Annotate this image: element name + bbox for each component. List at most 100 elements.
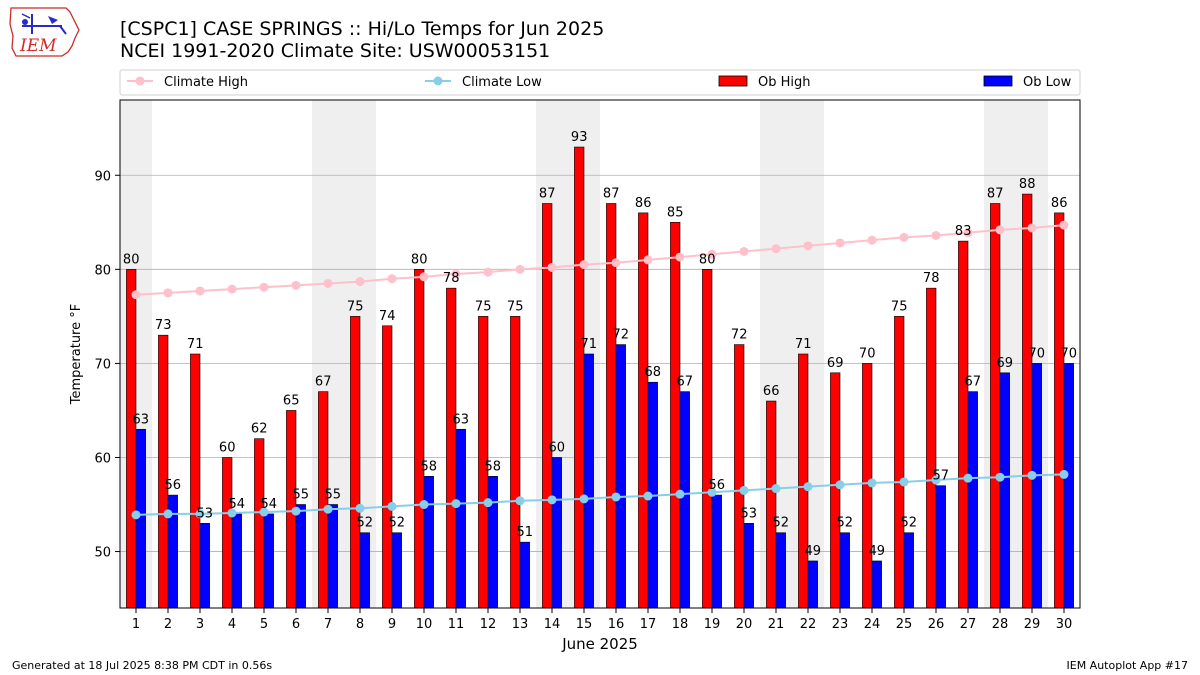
climate-low-point-day-4 [227,508,237,518]
ob-low-bar-day-8 [359,532,370,609]
ob-low-value-label: 53 [197,506,214,521]
x-tick-label: 12 [480,617,497,632]
climate-high-point-day-18 [675,252,685,262]
ob-high-value-label: 75 [475,299,492,314]
ob-low-bar-day-26 [935,485,946,609]
footer-generated: Generated at 18 Jul 2025 8:38 PM CDT in … [12,659,272,672]
ob-high-bar-day-22 [798,353,809,609]
climate-low-point-day-3 [195,509,205,519]
x-tick-label: 30 [1056,617,1073,632]
ob-low-value-label: 56 [165,478,182,493]
legend-frame [119,69,1081,96]
climate-low-line [135,473,1065,516]
ob-high-bar-day-25 [894,316,905,609]
ob-high-bar-day-30 [1054,212,1065,609]
ob-high-value-label: 86 [1051,196,1068,211]
ob-low-bar-day-28 [999,372,1010,609]
x-tick-label: 10 [416,617,433,632]
ob-low-value-label: 52 [901,516,918,531]
ob-low-value-label: 53 [741,506,758,521]
legend-ob-low-label: Ob Low [1023,75,1072,90]
ob-high-value-label: 75 [347,299,364,314]
x-tick-label: 5 [260,617,268,632]
ob-low-bar-day-18 [679,391,690,609]
ob-low-bar-day-6 [295,504,306,609]
ob-high-bar-day-27 [958,240,969,609]
ob-high-value-label: 62 [251,422,268,437]
ob-low-bar-day-12 [487,475,498,609]
x-tick-label: 8 [356,617,364,632]
plot-area [119,99,1081,609]
ob-high-bar-day-5 [254,438,265,609]
climate-high-point-day-2 [163,288,173,298]
ob-low-value-label: 54 [261,497,278,512]
ob-low-value-label: 55 [293,488,310,503]
ob-low-value-label: 49 [869,544,886,559]
legend: Climate High Climate Low Ob High Ob Low [119,69,1081,96]
climate-low-point-day-13 [515,496,525,506]
ob-high-value-label: 70 [859,346,876,361]
ob-high-value-label: 60 [219,440,236,455]
ob-low-value-label: 55 [325,488,342,503]
ob-high-value-label: 93 [571,130,588,145]
x-tick-label: 16 [608,617,625,632]
ob-low-bar-day-29 [1031,363,1042,609]
climate-low-point-day-12 [483,498,493,508]
ob-high-value-label: 86 [635,196,652,211]
climate-low-point-day-30 [1059,469,1069,479]
ob-low-value-label: 67 [677,375,694,390]
ob-low-bar-day-19 [711,494,722,609]
x-tick-label: 28 [992,617,1009,632]
ob-low-value-label: 54 [229,497,246,512]
ob-high-bar-day-4 [222,457,233,609]
climate-low-point-day-21 [771,484,781,494]
ob-high-bar-day-10 [414,269,425,609]
legend-ob-low-swatch [983,75,1013,87]
x-tick-label: 1 [132,617,140,632]
x-tick-label: 9 [388,617,396,632]
x-tick-label: 25 [896,617,913,632]
ob-high-value-label: 87 [603,186,620,201]
climate-low-point-day-2 [163,509,173,519]
ob-high-value-label: 65 [283,393,300,408]
ob-low-value-label: 70 [1029,346,1046,361]
ob-low-bar-day-13 [519,541,530,609]
climate-low-point-day-26 [931,475,941,485]
ob-high-bar-day-2 [158,334,169,609]
ob-low-value-label: 51 [517,525,534,540]
climate-high-point-day-6 [291,280,301,290]
x-tick-label: 21 [768,617,785,632]
ob-low-bar-day-15 [583,353,594,609]
climate-high-point-day-1 [131,290,141,300]
ob-high-value-label: 78 [443,271,460,286]
x-tick-label: 3 [196,617,204,632]
ob-low-value-label: 52 [773,516,790,531]
climate-high-point-day-25 [899,232,909,242]
ob-low-value-label: 63 [133,412,150,427]
x-tick-label: 18 [672,617,689,632]
climate-lines [131,220,1069,520]
climate-low-point-day-10 [419,500,429,510]
chart-subtitle: NCEI 1991-2020 Climate Site: USW00053151 [120,40,550,62]
ob-high-value-label: 83 [955,224,972,239]
climate-low-point-day-22 [803,482,813,492]
ob-low-bar-day-27 [967,391,978,609]
ob-high-value-label: 66 [763,384,780,399]
ob-low-bar-day-11 [455,428,466,609]
climate-high-point-day-26 [931,230,941,240]
climate-low-point-day-18 [675,489,685,499]
legend-ob-high-label: Ob High [758,75,811,90]
y-tick-label: 50 [94,546,111,561]
ob-low-value-label: 52 [389,516,406,531]
ob-high-bar-day-19 [702,269,713,609]
x-tick-label: 22 [800,617,817,632]
climate-low-point-day-19 [707,487,717,497]
ob-high-bar-day-17 [638,212,649,609]
weather-station-icon [21,13,67,35]
climate-high-point-day-22 [803,241,813,251]
y-tick-label: 70 [94,357,111,372]
ob-high-bar-day-1 [126,269,137,609]
y-tick-label: 80 [94,263,111,278]
x-tick-label: 7 [324,617,332,632]
